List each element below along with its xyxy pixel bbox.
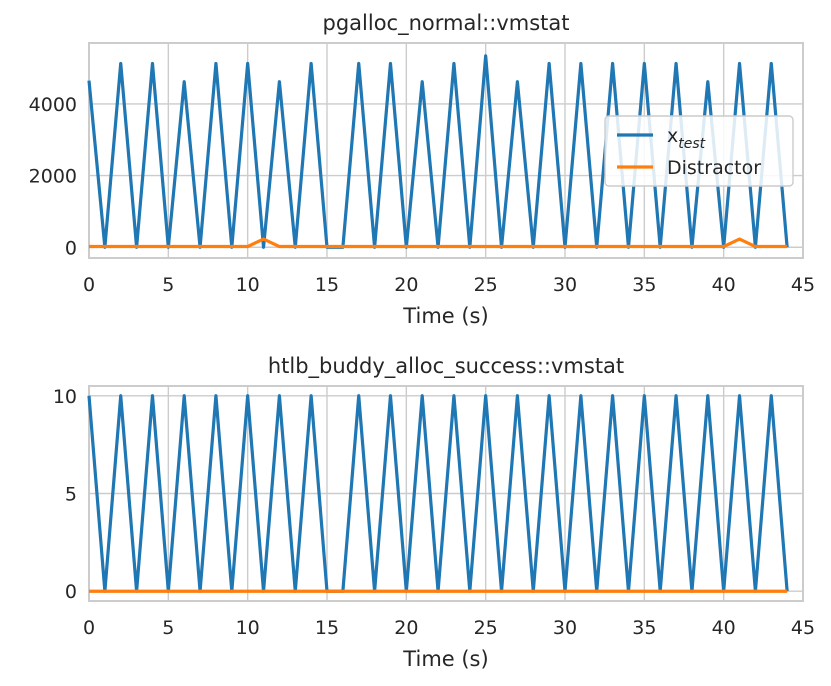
x-tick-label: 35 xyxy=(632,617,656,639)
x-tick-label: 25 xyxy=(474,274,498,296)
x-tick-label: 45 xyxy=(791,274,815,296)
y-tick-label: 4000 xyxy=(29,94,77,116)
x-tick-label: 5 xyxy=(162,274,174,296)
chart-pgalloc-normal: 0 5 10 15 20 25 30 35 40 45 0 2000 4000 pgalloc_norma… xyxy=(29,11,815,328)
x-tick-label: 0 xyxy=(83,274,95,296)
y-tick-label: 10 xyxy=(53,386,77,408)
chart-title: pgalloc_normal::vmstat xyxy=(323,11,570,36)
x-tick-label: 35 xyxy=(632,274,656,296)
x-tick-label: 10 xyxy=(236,274,260,296)
x-tick-label: 45 xyxy=(791,617,815,639)
legend-subscript: test xyxy=(678,136,705,152)
x-tick-label: 15 xyxy=(315,274,339,296)
y-tick-label: 5 xyxy=(65,484,77,506)
plot-frame xyxy=(88,42,804,259)
x-tick-label: 40 xyxy=(712,274,736,296)
x-tick-label: 20 xyxy=(394,274,418,296)
x-tick-label: 30 xyxy=(553,617,577,639)
y-tick-label: 2000 xyxy=(29,166,77,188)
x-tick-label: 30 xyxy=(553,274,577,296)
x-tick-label: 20 xyxy=(394,617,418,639)
x-tick-label: 0 xyxy=(83,617,95,639)
x-tick-label: 25 xyxy=(474,617,498,639)
x-axis-label: Time (s) xyxy=(402,304,488,328)
series-line-distractor xyxy=(89,237,788,249)
x-tick-label: 5 xyxy=(162,617,174,639)
chart-title: htlb_buddy_alloc_success::vmstat xyxy=(268,354,624,379)
chart-htlb-buddy-alloc-success: 0 5 10 15 20 25 30 35 40 45 0 5 10 htlb_buddy_alloc_s… xyxy=(53,354,815,671)
y-tick-label: 0 xyxy=(65,581,77,603)
x-axis-label: Time (s) xyxy=(402,647,488,671)
x-tick-label: 40 xyxy=(712,617,736,639)
x-tick-label: 10 xyxy=(236,617,260,639)
y-tick-label: 0 xyxy=(65,237,77,259)
plot-frame xyxy=(88,385,804,602)
x-tick-label: 15 xyxy=(315,617,339,639)
legend-entry: Distractor xyxy=(667,157,761,179)
